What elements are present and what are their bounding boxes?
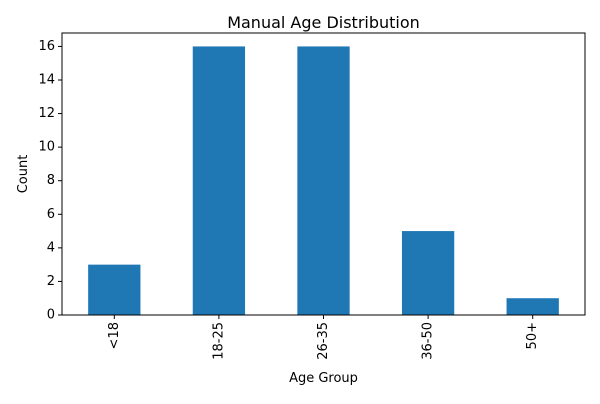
plot-area-frame [61,32,586,316]
x-axis-ticks: <18 18-25 26-35 36-50 50+ [107,315,540,360]
bar-2 [297,46,350,316]
y-tick-label: 10 [38,140,55,155]
bar-1 [192,46,246,316]
x-tick-label: 50+ [525,322,540,349]
y-axis-ticks: 0 2 4 6 8 10 12 14 16 [38,39,62,323]
x-tick-label: 36-50 [421,322,436,360]
bar-0 [88,264,141,315]
x-axis-title: Age Group [289,371,358,386]
chart-title: Manual Age Distribution [227,13,420,32]
y-tick-label: 14 [38,73,55,88]
x-tick-label: 18-25 [211,322,226,360]
y-tick-label: 16 [38,39,55,54]
y-tick-label: 0 [47,308,55,323]
y-tick-label: 6 [47,207,55,222]
bars-layer [88,46,559,316]
y-tick-label: 2 [47,274,55,289]
y-tick-label: 4 [47,240,55,255]
x-tick-label: 26-35 [316,322,331,360]
y-tick-label: 12 [38,106,55,121]
y-tick-label: 8 [47,173,55,188]
bar-4 [506,298,559,315]
bar-3 [401,231,455,315]
y-axis-title: Count [16,155,31,194]
x-tick-label: <18 [107,322,122,349]
